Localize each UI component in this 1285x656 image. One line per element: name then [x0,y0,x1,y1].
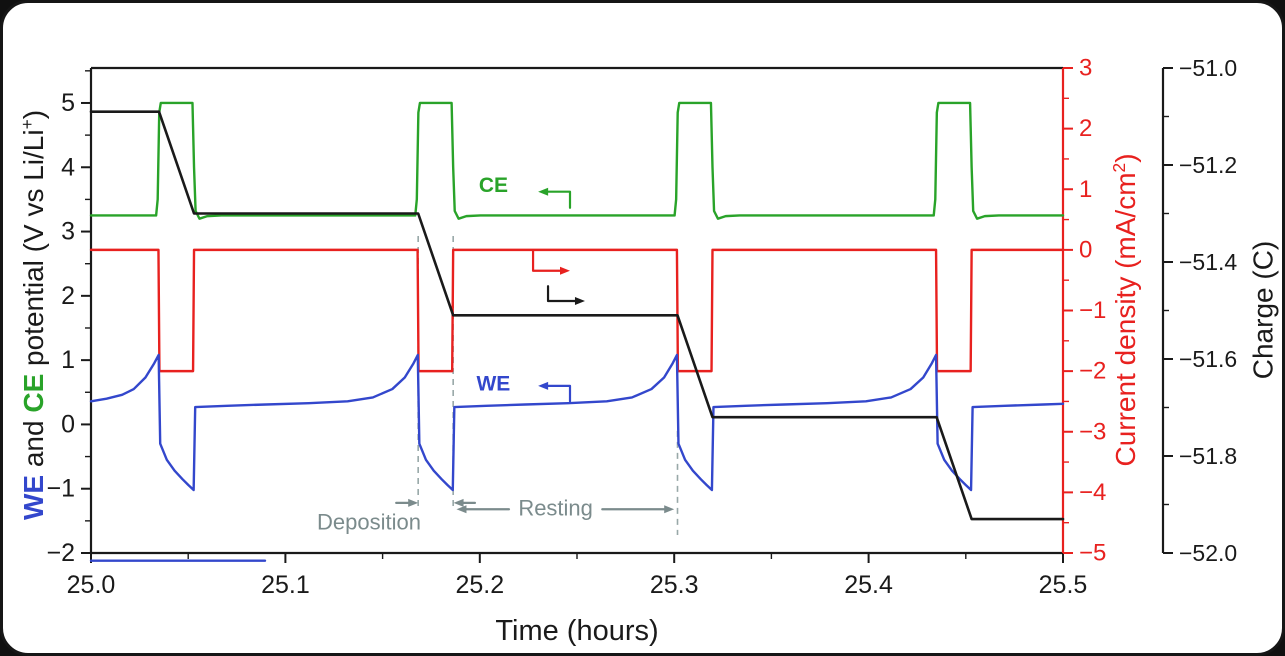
left-tick-label: 3 [61,218,75,246]
charge-tick-label: −51.0 [1179,55,1237,81]
charge-tick-label: −52.0 [1179,540,1237,566]
current-axis-title-text: Current density (mA/cm2) [1109,153,1141,466]
series-group [89,101,1065,562]
arrow-head [664,505,675,514]
arrow-shaft [547,190,572,209]
charge-axis-title-text: Charge (C) [1248,241,1279,379]
resting-left-arrow [456,505,511,514]
current-tick-label: −5 [1079,540,1106,567]
current-tick-label: 3 [1079,55,1092,82]
charge-axis-arrow [546,285,585,305]
series-CE [89,101,1065,220]
left-tick-label: 4 [61,153,75,181]
resting-right-arrow [601,505,675,514]
we-axis-arrow [538,381,572,403]
left-axis: 5 4 3 2 1 0 −1 −2 WE and CE potential (V vs Li/L… [17,70,91,567]
charge-axis-title: Charge (C) [1248,241,1279,379]
left-axis-title: WE and CE potential (V vs Li/Li+) [17,110,49,520]
arrow-head [456,505,467,514]
current-axis-title: Current density (mA/cm2) [1109,153,1141,466]
arrow-head [574,296,585,305]
region-label-Resting: Resting [518,495,593,520]
x-tick-label: 25.1 [261,571,310,599]
arrow-head [538,381,549,390]
left-tick-label: 0 [61,410,75,438]
left-tick-label: 5 [61,89,75,117]
current-tick-label: −1 [1079,297,1106,324]
current-axis-arrow [531,249,571,275]
current-tick-label: −2 [1079,358,1106,385]
chart-canvas: 25.0 25.1 25.2 25.3 25.4 25.5 Time (hours) 5 4 3 2… [17,55,1279,648]
curve-label-WE: WE [476,372,510,395]
charge-axis: −51.0 −51.2 −51.4 −51.6 −51.8 −52.0 Charge (C) [1163,55,1279,566]
arrow-head [408,498,419,507]
current-tick-label: 0 [1079,236,1092,263]
x-tick-label: 25.5 [1039,571,1088,599]
left-tick-label: −2 [46,539,75,567]
current-axis: 3 2 1 0 −1 −2 −3 −4 −5 Current density (mA/cm2) [1063,55,1141,567]
x-tick-label: 25.4 [844,571,893,599]
arrow-shaft [546,285,577,303]
arrow-head [560,266,571,275]
series-WE [89,353,1065,492]
curve-label-CE: CE [479,174,508,197]
x-tick-label: 25.0 [67,571,116,599]
current-tick-label: 1 [1079,176,1092,203]
arrow-shaft [547,384,572,403]
x-tick-label: 25.2 [455,571,504,599]
series-Current density [89,248,1065,373]
x-axis: 25.0 25.1 25.2 25.3 25.4 25.5 Time (hours) [67,553,1088,647]
current-tick-label: 2 [1079,115,1092,142]
charge-tick-label: −51.2 [1179,152,1237,178]
deposition-left-arrow [395,498,419,507]
arrow-head [453,498,464,507]
charge-tick-label: −51.6 [1179,346,1237,372]
arrow-shaft [531,249,562,272]
x-axis-title: Time (hours) [495,615,658,647]
left-tick-label: −1 [46,475,75,503]
region-label-Deposition: Deposition [317,510,421,535]
left-tick-label: 2 [61,282,75,310]
x-tick-label: 25.3 [650,571,699,599]
ce-axis-arrow [538,187,572,209]
left-tick-label: 1 [61,346,75,374]
deposition-right-arrow [453,498,477,507]
current-tick-label: −4 [1079,479,1106,506]
arrow-head [538,187,549,196]
charge-tick-label: −51.8 [1179,443,1237,469]
series-Charge [89,110,1065,521]
current-tick-label: −3 [1079,418,1106,445]
left-axis-title-text: WE and CE potential (V vs Li/Li+) [17,110,49,520]
charge-tick-label: −51.4 [1179,249,1237,275]
plot-frame [89,66,1165,555]
annotations: CE WE Deposition Resting [317,174,593,535]
